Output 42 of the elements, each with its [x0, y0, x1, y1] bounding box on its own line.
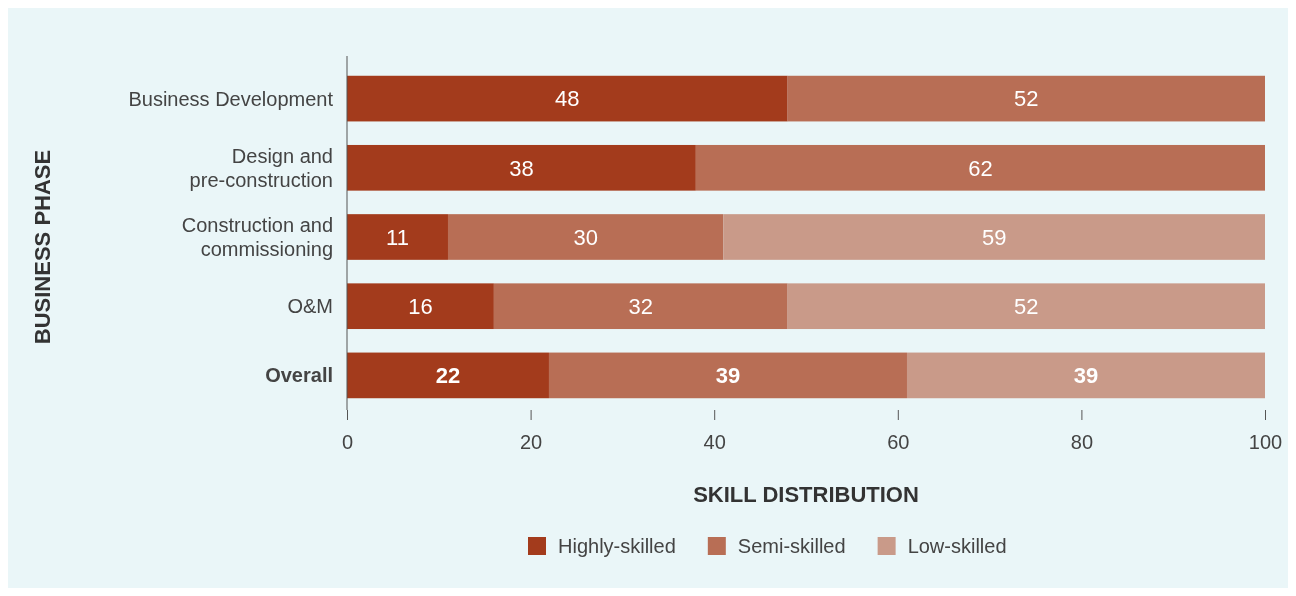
- legend-label: Low-skilled: [907, 535, 1007, 557]
- data-label: 16: [408, 293, 433, 319]
- x-axis-title: SKILL DISTRIBUTION: [693, 482, 919, 507]
- x-tick-label: 20: [519, 431, 543, 453]
- data-label: 39: [1073, 363, 1099, 389]
- data-label: 59: [981, 224, 1007, 250]
- y-tick-label: Design and pre-construction: [189, 144, 333, 191]
- x-tick-label: 0: [341, 431, 354, 453]
- bar: [787, 283, 1265, 330]
- y-tick-label: Overall: [265, 364, 333, 387]
- bar: [906, 352, 1265, 399]
- bar: [347, 283, 494, 330]
- bar: [447, 214, 724, 260]
- data-label: 48: [555, 86, 580, 112]
- data-label: 32: [628, 293, 653, 319]
- bar: [787, 75, 1265, 122]
- data-label: 62: [968, 155, 993, 181]
- y-axis-title: BUSINESS PHASE: [30, 149, 55, 345]
- x-tick-label: 60: [887, 431, 910, 453]
- y-tick-label: O&M: [287, 295, 333, 318]
- data-label: 52: [1014, 293, 1039, 319]
- data-label: 22: [435, 363, 461, 389]
- x-tick-label: 100: [1248, 431, 1283, 453]
- legend-label: Highly-skilled: [558, 535, 676, 557]
- y-tick-label: Business Development: [128, 87, 334, 110]
- bar: [493, 283, 788, 330]
- bar: [548, 352, 907, 399]
- data-label: 11: [386, 224, 409, 250]
- data-label: 30: [573, 224, 598, 250]
- bar: [347, 75, 788, 122]
- x-tick-label: 40: [703, 431, 726, 453]
- data-label: 38: [509, 155, 534, 181]
- bar: [347, 144, 696, 191]
- y-tick-label: Construction and commissioning: [181, 214, 333, 260]
- x-tick-label: 80: [1070, 431, 1094, 453]
- legend-label: Semi-skilled: [737, 535, 846, 557]
- bar: [695, 144, 1265, 191]
- data-label: 52: [1014, 86, 1039, 112]
- bar: [347, 352, 549, 399]
- bar: [347, 214, 448, 260]
- data-label: 39: [715, 363, 741, 389]
- bar: [723, 214, 1265, 260]
